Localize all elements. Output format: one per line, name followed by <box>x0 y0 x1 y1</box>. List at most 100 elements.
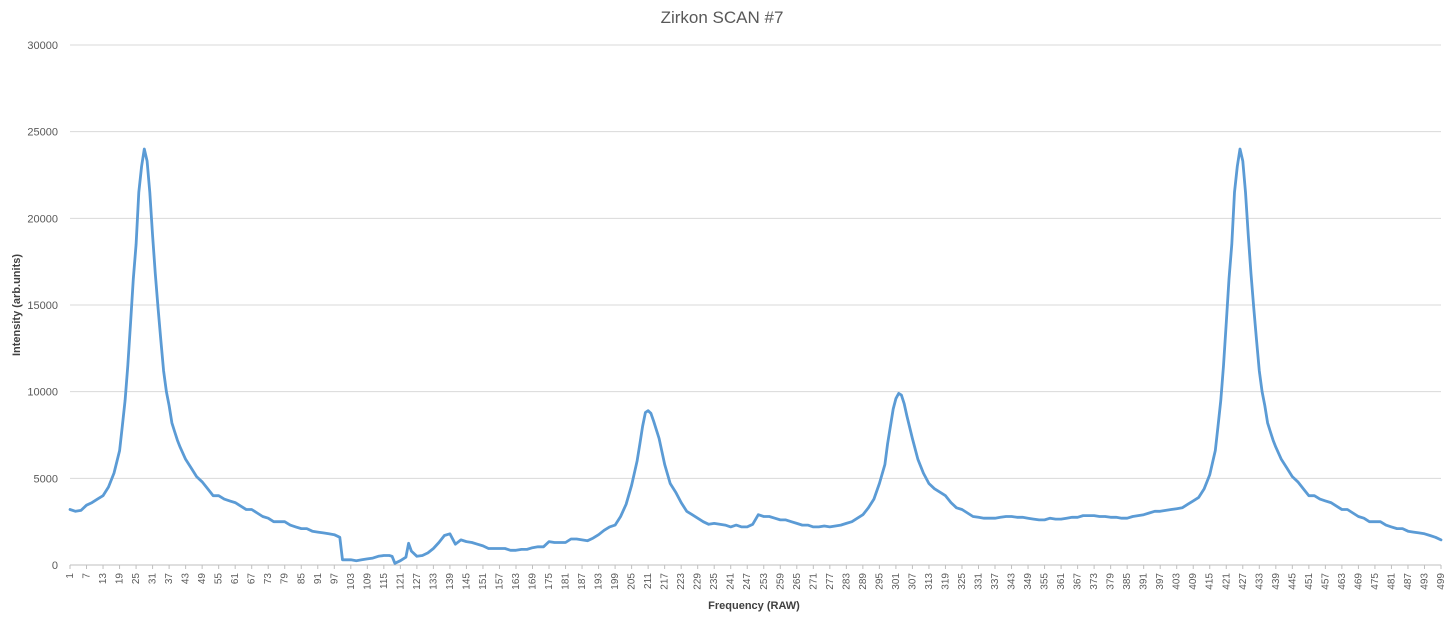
x-tick-label: 85 <box>296 573 307 585</box>
x-tick-label: 217 <box>660 573 671 590</box>
y-tick-label: 15000 <box>27 300 58 312</box>
x-tick-label: 313 <box>924 573 935 590</box>
x-tick-label: 421 <box>1221 573 1232 590</box>
x-tick-label: 67 <box>247 573 258 585</box>
x-tick-label: 457 <box>1320 573 1331 590</box>
x-tick-label: 445 <box>1287 573 1298 590</box>
x-tick-label: 37 <box>164 573 175 585</box>
y-tick-label: 5000 <box>34 473 58 485</box>
chart-title: Zirkon SCAN #7 <box>661 8 784 27</box>
x-tick-label: 415 <box>1205 573 1216 590</box>
x-tick-label: 379 <box>1106 573 1117 590</box>
y-axis-label: Intensity (arb.units) <box>11 254 23 356</box>
x-tick-label: 19 <box>115 573 126 585</box>
x-tick-label: 169 <box>528 573 539 590</box>
series-layer <box>68 147 1443 565</box>
x-tick-label: 127 <box>412 573 423 590</box>
y-tick-label: 20000 <box>27 213 58 225</box>
x-tick-label: 121 <box>395 573 406 590</box>
x-tick-label: 439 <box>1271 573 1282 590</box>
x-tick-label: 451 <box>1304 573 1315 590</box>
x-tick-label: 403 <box>1172 573 1183 590</box>
x-axis-tick-labels: 1 7 13 19 25 31 37 43 49 55 61 67 73 79 85 91 97 103 109 11… <box>65 565 1447 590</box>
x-tick-label: 433 <box>1254 573 1265 590</box>
x-tick-label: 271 <box>808 573 819 590</box>
x-tick-label: 295 <box>874 573 885 590</box>
x-tick-label: 343 <box>1007 573 1018 590</box>
x-tick-label: 325 <box>957 573 968 590</box>
x-tick-label: 265 <box>792 573 803 590</box>
x-tick-label: 337 <box>990 573 1001 590</box>
x-tick-label: 331 <box>973 573 984 590</box>
y-axis-tick-labels: 0 5000 10000 15000 20000 25000 30000 <box>27 40 58 572</box>
x-tick-label: 49 <box>197 573 208 585</box>
x-tick-label: 361 <box>1056 573 1067 590</box>
x-tick-label: 115 <box>379 573 390 589</box>
x-tick-label: 55 <box>214 573 225 585</box>
x-tick-label: 145 <box>461 573 472 590</box>
x-tick-label: 235 <box>709 573 720 590</box>
x-tick-label: 103 <box>346 573 357 590</box>
x-tick-label: 259 <box>775 573 786 590</box>
x-tick-label: 175 <box>544 573 555 590</box>
x-tick-label: 133 <box>428 573 439 590</box>
x-tick-label: 151 <box>478 573 489 590</box>
x-tick-label: 409 <box>1188 573 1199 590</box>
x-tick-label: 163 <box>511 573 522 590</box>
x-tick-label: 355 <box>1040 573 1051 590</box>
x-tick-label: 223 <box>676 573 687 590</box>
x-tick-label: 289 <box>858 573 869 590</box>
x-tick-label: 301 <box>891 573 902 590</box>
x-tick-label: 469 <box>1353 573 1364 590</box>
x-tick-label: 109 <box>362 573 373 590</box>
x-axis-label: Frequency (RAW) <box>708 600 800 612</box>
x-tick-label: 349 <box>1023 573 1034 590</box>
x-tick-label: 13 <box>98 573 109 585</box>
x-tick-label: 139 <box>445 573 456 590</box>
x-tick-label: 157 <box>494 573 505 590</box>
x-tick-label: 43 <box>181 573 192 585</box>
y-tick-label: 0 <box>52 560 58 572</box>
x-tick-label: 211 <box>643 573 654 589</box>
x-tick-label: 391 <box>1139 573 1150 590</box>
x-tick-label: 319 <box>940 573 951 590</box>
x-tick-label: 241 <box>726 573 737 590</box>
x-tick-label: 193 <box>594 573 605 590</box>
x-tick-label: 97 <box>329 573 340 585</box>
x-tick-label: 25 <box>131 573 142 585</box>
x-tick-label: 187 <box>577 573 588 590</box>
series-line <box>68 147 1443 565</box>
x-tick-label: 487 <box>1403 573 1414 590</box>
x-tick-label: 247 <box>742 573 753 590</box>
x-tick-label: 7 <box>82 573 93 579</box>
x-tick-label: 367 <box>1073 573 1084 590</box>
x-tick-label: 79 <box>280 573 291 585</box>
y-tick-label: 25000 <box>27 127 58 139</box>
y-tick-label: 10000 <box>27 387 58 399</box>
x-tick-label: 373 <box>1089 573 1100 590</box>
x-tick-label: 307 <box>907 573 918 590</box>
x-tick-label: 493 <box>1419 573 1430 590</box>
x-tick-label: 385 <box>1122 573 1133 590</box>
y-tick-label: 30000 <box>27 40 58 52</box>
gridlines <box>70 44 1441 566</box>
x-tick-label: 73 <box>263 573 274 585</box>
x-tick-label: 229 <box>693 573 704 590</box>
x-tick-label: 61 <box>230 573 241 585</box>
x-tick-label: 91 <box>313 573 324 585</box>
x-tick-label: 253 <box>759 573 770 590</box>
x-tick-label: 205 <box>627 573 638 590</box>
x-tick-label: 397 <box>1155 573 1166 590</box>
x-tick-label: 181 <box>561 573 572 590</box>
x-tick-label: 283 <box>841 573 852 590</box>
x-tick-label: 1 <box>65 573 76 579</box>
x-tick-label: 427 <box>1238 573 1249 590</box>
x-tick-label: 199 <box>610 573 621 590</box>
x-tick-label: 463 <box>1337 573 1348 590</box>
x-tick-label: 277 <box>825 573 836 590</box>
x-tick-label: 481 <box>1386 573 1397 590</box>
x-tick-label: 499 <box>1436 573 1447 590</box>
x-tick-label: 475 <box>1370 573 1381 590</box>
